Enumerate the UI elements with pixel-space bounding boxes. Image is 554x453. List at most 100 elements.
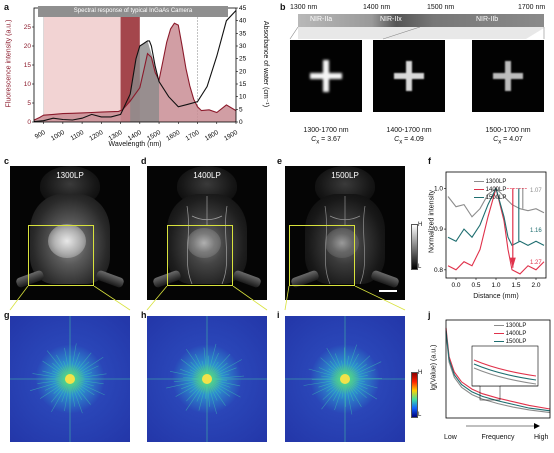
y-tick-label-right: 0 bbox=[239, 119, 243, 126]
panel-label-g: g bbox=[4, 310, 10, 320]
mouse-label-1500lp: 1500LP bbox=[331, 171, 359, 180]
fft-rays bbox=[10, 316, 130, 442]
fft-ray bbox=[206, 375, 244, 380]
ratio-1500lp: 1.16 bbox=[530, 228, 542, 234]
cross-tile-1400 bbox=[373, 40, 445, 112]
legend-item-1300lp: 1300LP bbox=[494, 322, 526, 330]
ratio-arrowhead-1400lp bbox=[509, 257, 516, 268]
profile-chart: 0.0 0.5 1.0 1.5 2.0 0.8 0.9 1.0 bbox=[434, 171, 547, 289]
band-nir-iix: NIR-IIx bbox=[380, 16, 402, 23]
fft-ray bbox=[344, 361, 382, 380]
jet-high-label: H bbox=[418, 370, 423, 376]
panel-label-a: a bbox=[4, 2, 10, 12]
fft-ray bbox=[69, 378, 83, 414]
fft-ray bbox=[186, 378, 208, 402]
profile-legend: 1300LP 1400LP 1500LP bbox=[474, 178, 506, 202]
x-tick-label: 2.0 bbox=[531, 282, 540, 289]
y-tick-label-left: 5 bbox=[27, 100, 31, 107]
jet-low-label: L bbox=[418, 412, 422, 418]
profile-lines bbox=[447, 186, 545, 275]
fft-ray bbox=[175, 378, 208, 397]
x-tick-label: 0.0 bbox=[451, 282, 460, 289]
fft-ray bbox=[344, 344, 357, 380]
panel-label-j: j bbox=[428, 310, 431, 320]
y-tick-label-left: 20 bbox=[24, 43, 32, 50]
fft-ray bbox=[206, 378, 217, 414]
axis-ticks: 0.0 0.5 1.0 1.5 2.0 0.8 0.9 1.0 bbox=[434, 185, 541, 289]
y-tick-label-left: 0 bbox=[27, 119, 31, 126]
mouse-label-1400lp: 1400LP bbox=[193, 171, 221, 180]
fft-ray bbox=[326, 347, 346, 380]
ylabel-water-absorbance: Absorbance of water (cm⁻¹) bbox=[262, 20, 269, 108]
frequency-line-1500lp bbox=[445, 330, 551, 412]
inset-line-1400lp bbox=[473, 359, 537, 377]
fft-ray bbox=[198, 378, 208, 411]
mouse-organ bbox=[187, 228, 221, 258]
spectrum-chart: 900 1000 1100 1200 1300 1400 1500 1600 1700 1800 1… bbox=[24, 5, 247, 142]
x-high-label: High bbox=[534, 434, 549, 441]
scale-bar bbox=[379, 290, 397, 292]
fft-ray bbox=[169, 371, 208, 380]
fft-ray bbox=[344, 378, 362, 407]
inset-line-1300lp bbox=[473, 367, 537, 385]
xlabel-frequency: Frequency bbox=[481, 434, 515, 441]
tile-cx-1500: Cx = 4.07 bbox=[493, 136, 523, 146]
legend-item-1500lp: 1500LP bbox=[474, 194, 506, 202]
panel-label-f: f bbox=[428, 156, 431, 166]
grayscale-colorbar bbox=[411, 224, 418, 270]
fft-ray bbox=[46, 350, 71, 380]
fft-ray bbox=[344, 378, 378, 389]
fft-ray bbox=[206, 353, 231, 380]
fft-ray bbox=[174, 378, 208, 382]
colorbar-high-label: H bbox=[418, 222, 423, 228]
xlabel-distance: Distance (mm) bbox=[473, 293, 519, 300]
frequency-lines bbox=[445, 327, 551, 414]
fft-ray bbox=[42, 360, 71, 380]
y-tick-label-right: 40 bbox=[239, 18, 247, 25]
ylabel-fluorescence: Fluorescence intensity (a.u.) bbox=[5, 19, 13, 108]
frequency-legend: 1300LP 1400LP 1500LP bbox=[494, 322, 526, 346]
fft-ray bbox=[203, 347, 208, 380]
legend-item-1500lp: 1500LP bbox=[494, 338, 526, 346]
y-tick-label-right: 45 bbox=[239, 5, 247, 12]
shade-nir-i bbox=[43, 8, 121, 122]
panel-label-e: e bbox=[277, 156, 283, 166]
x-tick-label: 1.0 bbox=[491, 282, 500, 289]
y-tick-label-right: 25 bbox=[239, 56, 247, 63]
ratio-markers bbox=[506, 188, 527, 268]
y-tick-label: 0.9 bbox=[434, 226, 443, 233]
frequency-line-1300lp bbox=[445, 332, 551, 414]
zoom-connectors bbox=[9, 286, 406, 311]
colorbar-low-label: L bbox=[418, 264, 422, 270]
fft-rays bbox=[147, 316, 267, 442]
tile-cx-1400: Cx = 4.09 bbox=[394, 136, 424, 146]
vessel-overlay bbox=[324, 196, 366, 285]
fft-ray bbox=[69, 365, 99, 380]
fft-ray bbox=[321, 378, 346, 410]
cross-tile-1300 bbox=[290, 40, 362, 112]
fft-center bbox=[202, 374, 212, 384]
zoom-inset bbox=[471, 345, 539, 387]
fft-ray bbox=[320, 357, 346, 380]
legend-item-1400lp: 1400LP bbox=[474, 186, 506, 194]
y-tick-label-right: 20 bbox=[239, 68, 247, 75]
fft-ray bbox=[64, 347, 71, 380]
fft-ray bbox=[344, 378, 353, 415]
fft-rays bbox=[285, 316, 405, 442]
panel-a-spectrum: 900 1000 1100 1200 1300 1400 1500 1600 1700 1800 1… bbox=[0, 0, 270, 155]
wl-1300: 1300 nm bbox=[290, 4, 318, 11]
wl-1400: 1400 nm bbox=[363, 4, 391, 11]
fft-ray bbox=[32, 373, 71, 380]
fft-ray bbox=[186, 349, 208, 380]
y-tick-label-left: 10 bbox=[24, 81, 32, 88]
nir-shading bbox=[43, 8, 198, 122]
x-tick-label: 0.5 bbox=[471, 282, 480, 289]
xlabel-wavelength: Wavelength (nm) bbox=[108, 141, 162, 148]
ylabel-lg-value: lg(Value) (a.u.) bbox=[430, 344, 438, 391]
mouse-organ bbox=[325, 228, 359, 258]
panel-label-b: b bbox=[280, 2, 286, 12]
frequency-arrow bbox=[466, 423, 540, 429]
vessel-overlay bbox=[186, 196, 228, 285]
ylabel-normalized-intensity: Normalized intensity bbox=[428, 189, 436, 254]
fft-center bbox=[340, 374, 350, 384]
